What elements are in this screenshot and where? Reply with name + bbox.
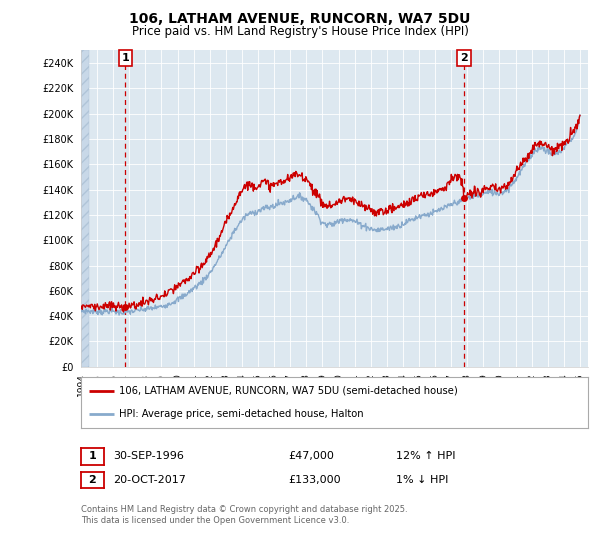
Text: 106, LATHAM AVENUE, RUNCORN, WA7 5DU: 106, LATHAM AVENUE, RUNCORN, WA7 5DU [130,12,470,26]
Text: 2: 2 [460,53,468,63]
Text: 30-SEP-1996: 30-SEP-1996 [113,451,184,461]
Text: Price paid vs. HM Land Registry's House Price Index (HPI): Price paid vs. HM Land Registry's House … [131,25,469,38]
Text: £133,000: £133,000 [288,475,341,485]
Text: 1% ↓ HPI: 1% ↓ HPI [396,475,448,485]
Text: £47,000: £47,000 [288,451,334,461]
Text: HPI: Average price, semi-detached house, Halton: HPI: Average price, semi-detached house,… [119,409,364,419]
Text: 20-OCT-2017: 20-OCT-2017 [113,475,185,485]
Text: 1: 1 [89,451,96,461]
Text: Contains HM Land Registry data © Crown copyright and database right 2025.
This d: Contains HM Land Registry data © Crown c… [81,505,407,525]
Text: 12% ↑ HPI: 12% ↑ HPI [396,451,455,461]
Text: 2: 2 [89,475,96,485]
Text: 106, LATHAM AVENUE, RUNCORN, WA7 5DU (semi-detached house): 106, LATHAM AVENUE, RUNCORN, WA7 5DU (se… [119,386,458,396]
Text: 1: 1 [121,53,129,63]
